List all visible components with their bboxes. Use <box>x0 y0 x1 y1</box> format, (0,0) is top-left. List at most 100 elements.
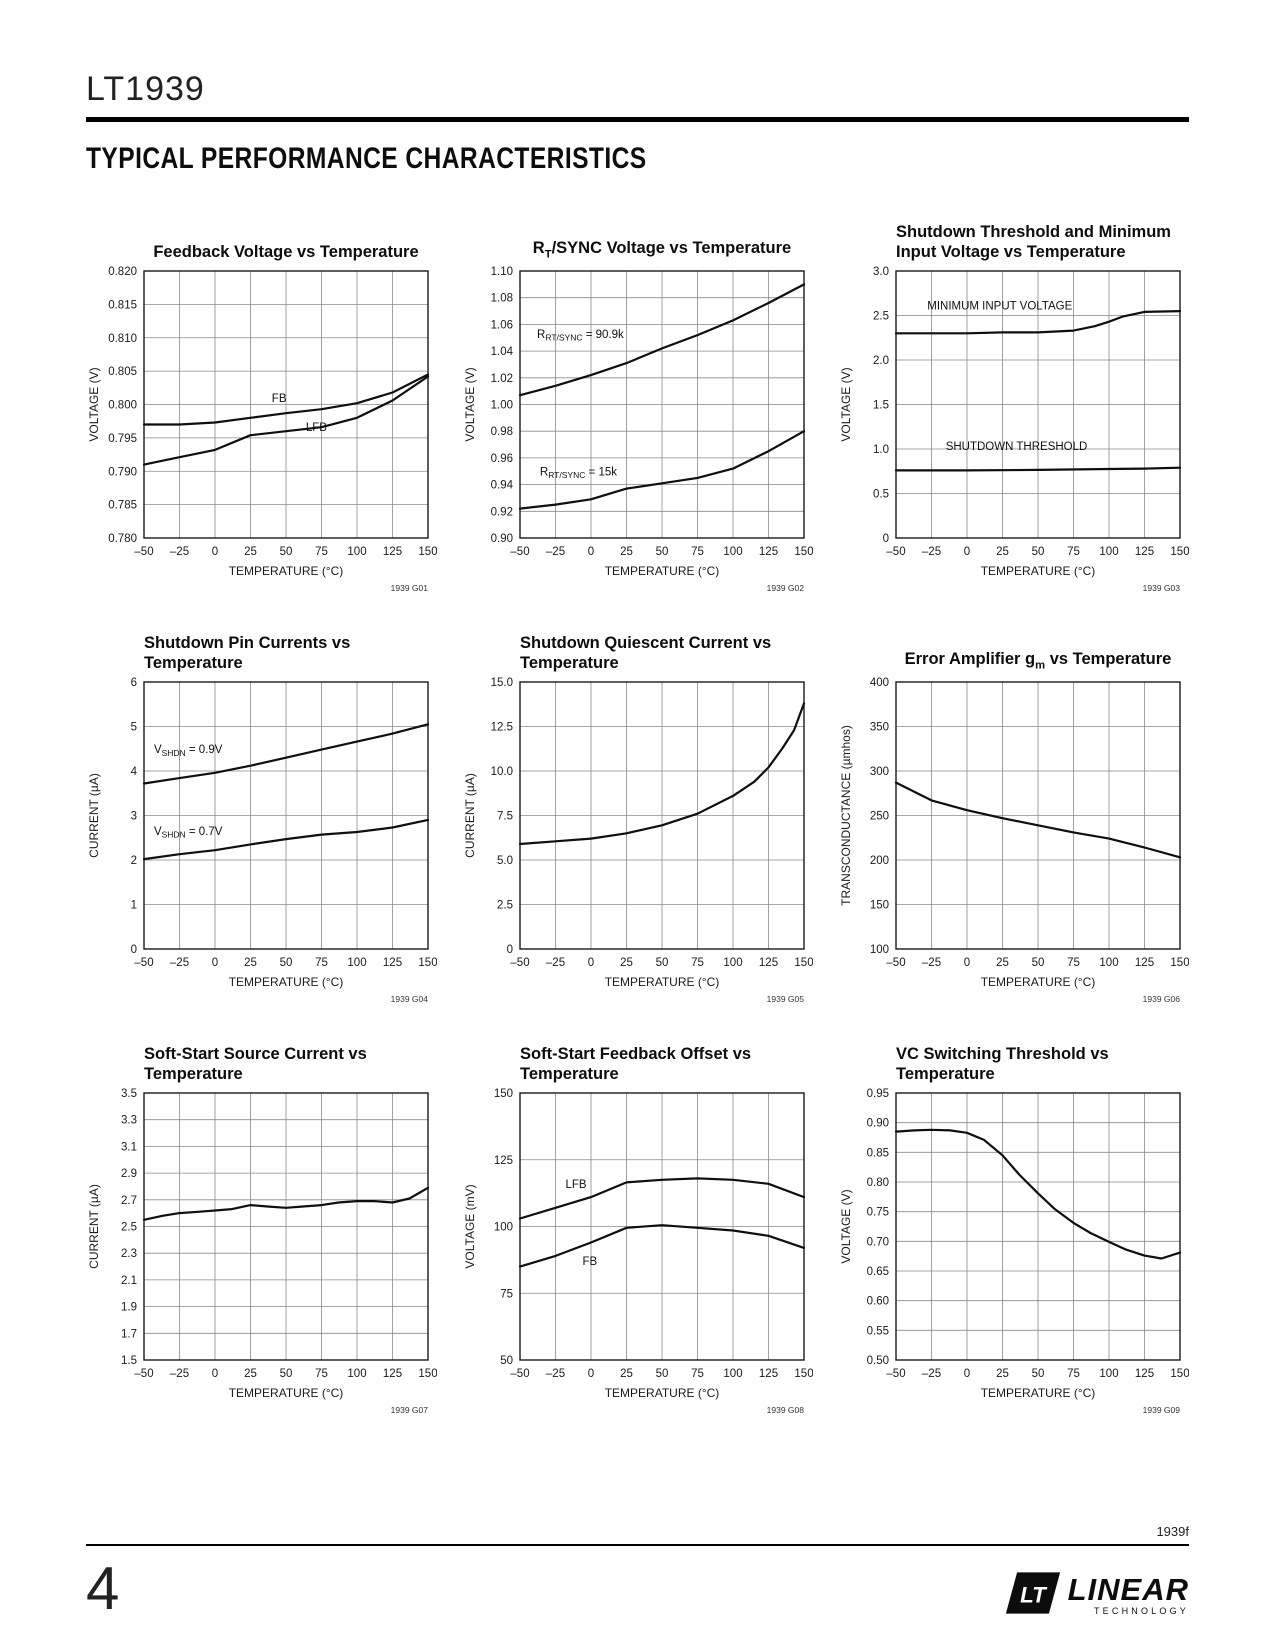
figure-ref: 1939 G06 <box>1143 994 1181 1004</box>
x-tick-label: 50 <box>1032 957 1045 969</box>
chart-feedback-voltage: Feedback Voltage vs Temperature –50 –25 0 25… <box>86 214 438 599</box>
curve-vshdn-0-7v <box>142 818 430 861</box>
y-tick-label: 0.92 <box>491 506 513 518</box>
y-tick-label: 2.0 <box>873 355 889 367</box>
y-tick-label: 1.9 <box>121 1302 137 1314</box>
y-axis-label: VOLTAGE (V) <box>839 1189 853 1263</box>
x-tick-label: 50 <box>1032 1368 1045 1380</box>
y-tick-label: 1.04 <box>491 346 514 358</box>
y-tick-label: 1.02 <box>491 373 513 385</box>
curve-lfb <box>142 375 430 466</box>
x-tick-label: 125 <box>1135 546 1154 558</box>
chart-shutdown-pin-currents: Shutdown Pin Currents vs Temperature –50 –2… <box>86 625 438 1010</box>
y-tick-label: 2.7 <box>121 1195 137 1207</box>
y-tick-label: 0.98 <box>491 426 513 438</box>
y-tick-label: 10.0 <box>491 766 513 778</box>
x-tick-label: 125 <box>383 1368 402 1380</box>
y-tick-label: 0.94 <box>491 480 514 492</box>
y-tick-label: 0.95 <box>867 1088 889 1100</box>
chart-soft-start-source-current: Soft-Start Source Current vs Temperature –… <box>86 1036 438 1421</box>
y-tick-label: 0.65 <box>867 1266 889 1278</box>
chart-canvas: –50 –25 0 25 50 75 100 125 150 0 0.5 1.0 1.5 2.0 2.5 3.… <box>839 266 1190 593</box>
y-tick-label: 6 <box>131 677 137 689</box>
y-axis-label: CURRENT (µA) <box>87 1184 101 1269</box>
x-tick-label: –50 <box>134 1368 153 1380</box>
y-tick-label: 0.85 <box>867 1147 889 1159</box>
curve-label: MINIMUM INPUT VOLTAGE <box>927 301 1072 313</box>
x-tick-label: 100 <box>1099 957 1118 969</box>
y-tick-label: 250 <box>870 811 889 823</box>
figure-ref: 1939 G09 <box>1143 1405 1181 1415</box>
x-tick-label: –25 <box>922 957 941 969</box>
curve-fb <box>142 373 430 426</box>
curve-label: SHUTDOWN THRESHOLD <box>946 441 1088 453</box>
curve-vshdn-0-9v <box>142 723 430 785</box>
y-tick-label: 0.785 <box>108 500 137 512</box>
y-tick-label: 100 <box>494 1222 513 1234</box>
x-tick-label: 0 <box>212 1368 218 1380</box>
y-axis-label: CURRENT (µA) <box>463 773 477 858</box>
x-tick-label: 50 <box>656 957 669 969</box>
x-tick-label: 150 <box>1170 957 1189 969</box>
y-axis-label: VOLTAGE (V) <box>839 367 853 441</box>
chart-title: Shutdown Threshold and Minimum Input Volt… <box>896 222 1171 261</box>
figure-ref: 1939 G02 <box>767 583 805 593</box>
x-tick-label: 50 <box>280 546 293 558</box>
linear-logo-icon: LT <box>1005 1572 1060 1614</box>
x-tick-label: 0 <box>588 957 594 969</box>
curve-label: RRT/SYNC = 15k <box>540 466 617 480</box>
x-tick-label: –25 <box>922 546 941 558</box>
y-tick-label: 2.9 <box>121 1168 137 1180</box>
x-tick-label: –50 <box>510 546 529 558</box>
x-tick-label: 100 <box>347 1368 366 1380</box>
chart-rtsync-voltage: RT/SYNC Voltage vs Temperature –50 –25 0 25 5… <box>462 214 814 599</box>
x-tick-label: –50 <box>886 1368 905 1380</box>
x-tick-label: 100 <box>723 1368 742 1380</box>
y-tick-label: 0.810 <box>108 333 137 345</box>
y-tick-label: 3 <box>131 811 137 823</box>
chart-shutdown-quiescent-current: Shutdown Quiescent Current vs Temperature… <box>462 625 814 1010</box>
chart-canvas: –50 –25 0 25 50 75 100 125 150 100 150 200 250 300 350… <box>839 677 1190 1004</box>
x-tick-label: 75 <box>691 957 704 969</box>
x-axis-label: TEMPERATURE (°C) <box>981 1386 1096 1400</box>
figure-ref: 1939 G07 <box>391 1405 429 1415</box>
y-tick-label: 2.3 <box>121 1248 137 1260</box>
y-tick-label: 1.08 <box>491 293 513 305</box>
y-tick-label: 0.780 <box>108 533 137 545</box>
y-tick-label: 1.0 <box>873 444 889 456</box>
chart-title: Feedback Voltage vs Temperature <box>153 242 419 261</box>
x-tick-label: 150 <box>794 957 813 969</box>
x-tick-label: –50 <box>510 1368 529 1380</box>
y-axis-label: VOLTAGE (V) <box>87 367 101 441</box>
y-tick-label: 1.06 <box>491 319 513 331</box>
y-tick-label: 0.55 <box>867 1325 889 1337</box>
page-footer: 1939f 4 LT LINEAR TECHNOLOGY <box>86 1524 1189 1619</box>
y-axis-label: VOLTAGE (V) <box>463 367 477 441</box>
x-tick-label: 125 <box>1135 957 1154 969</box>
y-tick-label: 3.5 <box>121 1088 137 1100</box>
y-tick-label: 0.795 <box>108 433 137 445</box>
chart-soft-start-feedback-offset: Soft-Start Feedback Offset vs Temperature… <box>462 1036 814 1421</box>
y-tick-label: 75 <box>500 1288 513 1300</box>
chart-title: VC Switching Threshold vs Temperature <box>896 1044 1109 1083</box>
x-tick-label: 0 <box>588 546 594 558</box>
curve-fb <box>518 1224 806 1268</box>
x-axis-label: TEMPERATURE (°C) <box>605 1386 720 1400</box>
y-tick-label: 1.7 <box>121 1328 137 1340</box>
x-tick-label: 0 <box>212 546 218 558</box>
x-tick-label: 50 <box>656 1368 669 1380</box>
curve-label: FB <box>272 393 287 405</box>
y-tick-label: 150 <box>494 1088 513 1100</box>
x-tick-label: –25 <box>546 1368 565 1380</box>
y-tick-label: 2.1 <box>121 1275 137 1287</box>
y-tick-label: 0.815 <box>108 299 137 311</box>
x-tick-label: 75 <box>691 546 704 558</box>
x-tick-label: 75 <box>691 1368 704 1380</box>
x-tick-label: 150 <box>794 1368 813 1380</box>
x-tick-label: –25 <box>546 546 565 558</box>
y-tick-label: 0.805 <box>108 366 137 378</box>
doc-code: 1939f <box>1156 1524 1189 1539</box>
x-tick-label: 25 <box>620 957 633 969</box>
x-tick-label: 75 <box>315 957 328 969</box>
x-tick-label: 25 <box>996 957 1009 969</box>
